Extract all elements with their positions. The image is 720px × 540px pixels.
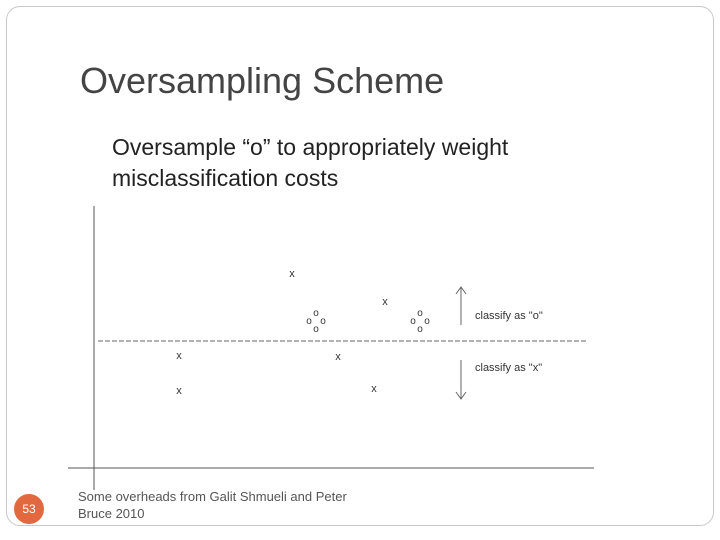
- footer-line-2: Bruce 2010: [78, 506, 145, 521]
- o-marker: o: [313, 308, 319, 319]
- label-classify-x: classify as "x": [475, 362, 542, 374]
- slide-title: Oversampling Scheme: [80, 60, 445, 101]
- body-line-1: Oversample “o” to appropriately weight: [112, 134, 509, 160]
- slide-body: Oversample “o” to appropriately weight m…: [112, 132, 632, 194]
- x-marker: x: [176, 385, 182, 397]
- o-marker: o: [306, 316, 312, 327]
- o-marker: o: [424, 316, 430, 327]
- slide-footer: Some overheads from Galit Shmueli and Pe…: [78, 488, 398, 522]
- o-marker: o: [417, 308, 423, 319]
- x-marker: x: [335, 351, 341, 363]
- o-marker: o: [417, 324, 423, 335]
- slide-frame: [6, 6, 714, 526]
- x-marker: x: [382, 296, 388, 308]
- x-marker: x: [371, 383, 377, 395]
- footer-line-1: Some overheads from Galit Shmueli and Pe…: [78, 489, 347, 504]
- x-marker: x: [176, 350, 182, 362]
- body-line-2: misclassification costs: [112, 165, 339, 191]
- label-classify-o: classify as "o": [475, 310, 543, 322]
- o-marker: o: [410, 316, 416, 327]
- slide-number-badge: 53: [14, 494, 44, 524]
- o-marker: o: [313, 324, 319, 335]
- arrow-up-icon: [455, 286, 467, 325]
- arrow-down-icon: [455, 360, 467, 400]
- o-marker: o: [320, 316, 326, 327]
- x-marker: x: [289, 268, 295, 280]
